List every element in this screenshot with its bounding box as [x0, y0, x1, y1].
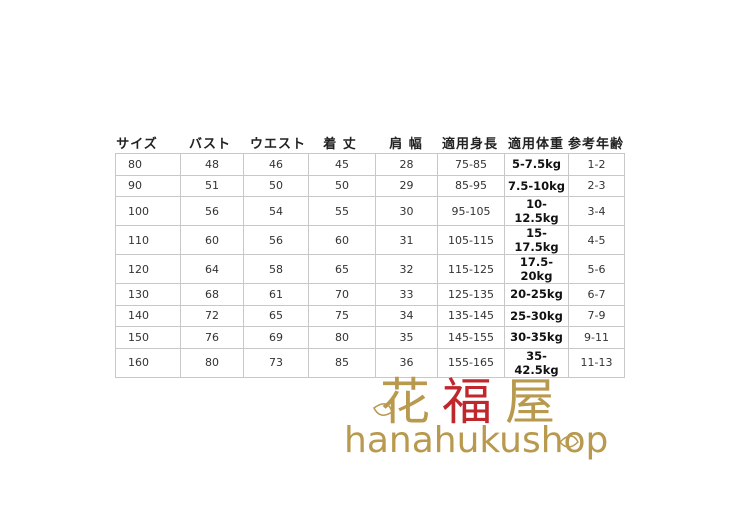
table-cell: 46 [243, 153, 309, 176]
table-cell: 140 [115, 304, 181, 327]
table-cell: 54 [243, 196, 309, 226]
table-cell: 64 [180, 254, 244, 284]
table-cell: 85 [308, 347, 376, 378]
table-cell: 60 [308, 225, 376, 255]
table-cell: 72 [180, 304, 244, 327]
table-cell: 25-30kg [504, 304, 569, 327]
table-cell: 150 [115, 326, 181, 349]
table-cell: 3-4 [568, 196, 625, 226]
table-cell: 58 [243, 254, 309, 284]
table-cell: 11-13 [568, 347, 625, 378]
table-cell: 61 [243, 283, 309, 306]
logo-text: hanahukushop [344, 420, 609, 461]
hanahukushop-logo: 花 福 屋 hanahukushop [330, 360, 608, 470]
leaf-icon [373, 403, 579, 448]
table-cell: 6-7 [568, 283, 625, 306]
table-cell: 69 [243, 326, 309, 349]
table-cell: 5-7.5kg [504, 153, 569, 176]
table-cell: 70 [308, 283, 376, 306]
table-cell: 68 [180, 283, 244, 306]
table-cell: 65 [243, 304, 309, 327]
table-cell: 5-6 [568, 254, 625, 284]
table-cell: 10-12.5kg [504, 196, 569, 226]
table-cell: 135-145 [437, 304, 505, 327]
table-cell: 90 [115, 174, 181, 197]
table-cell: 56 [243, 225, 309, 255]
table-cell: 95-105 [437, 196, 505, 226]
table-cell: 2-3 [568, 174, 625, 197]
table-row: 150 76 69 80 35 145-155 30-35kg 9-11 [115, 326, 625, 349]
size-table: 80 48 46 45 28 75-85 5-7.5kg 1-2 90 51 50 50 29 85-95… [115, 153, 625, 378]
table-cell: 9-11 [568, 326, 625, 349]
table-cell: 51 [180, 174, 244, 197]
table-cell: 145-155 [437, 326, 505, 349]
column-header: バスト [188, 137, 232, 152]
table-cell: 160 [115, 347, 181, 378]
table-cell: 1-2 [568, 153, 625, 176]
table-cell: 76 [180, 326, 244, 349]
table-cell: 29 [375, 174, 438, 197]
table-cell: 7.5-10kg [504, 174, 569, 197]
logo-kanji-ya: 屋 [505, 373, 555, 431]
table-cell: 75 [308, 304, 376, 327]
table-cell: 56 [180, 196, 244, 226]
table-cell: 35 [375, 326, 438, 349]
table-cell: 115-125 [437, 254, 505, 284]
table-row: 140 72 65 75 34 135-145 25-30kg 7-9 [115, 304, 625, 327]
table-row: 90 51 50 50 29 85-95 7.5-10kg 2-3 [115, 174, 625, 197]
table-cell: 17.5-20kg [504, 254, 569, 284]
table-cell: 33 [375, 283, 438, 306]
table-cell: 75-85 [437, 153, 505, 176]
table-row: 100 56 54 55 30 95-105 10-12.5kg 3-4 [115, 196, 625, 226]
table-cell: 30 [375, 196, 438, 226]
table-cell: 45 [308, 153, 376, 176]
table-cell: 130 [115, 283, 181, 306]
column-header: 参考年齢 [567, 137, 625, 152]
table-cell: 60 [180, 225, 244, 255]
table-cell: 85-95 [437, 174, 505, 197]
table-row: 120 64 58 65 32 115-125 17.5-20kg 5-6 [115, 254, 625, 284]
logo-kanji-fuku: 福 [442, 373, 492, 431]
column-header: 着 丈 [323, 137, 357, 152]
logo-kanji-hana: 花 [380, 373, 430, 431]
table-cell: 80 [180, 347, 244, 378]
column-header: ウエスト [249, 137, 307, 152]
table-cell: 30-35kg [504, 326, 569, 349]
table-row: 130 68 61 70 33 125-135 20-25kg 6-7 [115, 283, 625, 306]
column-header: 肩 幅 [389, 137, 423, 152]
table-cell: 31 [375, 225, 438, 255]
table-cell: 50 [243, 174, 309, 197]
table-cell: 32 [375, 254, 438, 284]
table-cell: 105-115 [437, 225, 505, 255]
table-cell: 55 [308, 196, 376, 226]
table-row: 160 80 73 85 36 155-165 35-42.5kg 11-13 [115, 347, 625, 378]
table-cell: 73 [243, 347, 309, 378]
table-cell: 125-135 [437, 283, 505, 306]
table-cell: 7-9 [568, 304, 625, 327]
table-cell: 48 [180, 153, 244, 176]
table-cell: 110 [115, 225, 181, 255]
table-cell: 15-17.5kg [504, 225, 569, 255]
table-cell: 80 [115, 153, 181, 176]
table-cell: 34 [375, 304, 438, 327]
table-cell: 65 [308, 254, 376, 284]
table-cell: 20-25kg [504, 283, 569, 306]
table-row: 80 48 46 45 28 75-85 5-7.5kg 1-2 [115, 153, 625, 176]
column-header: 適用身長 [441, 137, 499, 152]
table-cell: 120 [115, 254, 181, 284]
column-header: 適用体重 [507, 137, 565, 152]
table-cell: 50 [308, 174, 376, 197]
column-header: サイズ [116, 137, 158, 152]
table-cell: 100 [115, 196, 181, 226]
table-row: 110 60 56 60 31 105-115 15-17.5kg 4-5 [115, 225, 625, 255]
table-cell: 80 [308, 326, 376, 349]
table-cell: 35-42.5kg [504, 347, 569, 378]
table-cell: 4-5 [568, 225, 625, 255]
table-cell: 28 [375, 153, 438, 176]
table-header: サイズ バスト ウエスト 着 丈 肩 幅 適用身長 適用体重 参考年齢 [113, 133, 633, 153]
